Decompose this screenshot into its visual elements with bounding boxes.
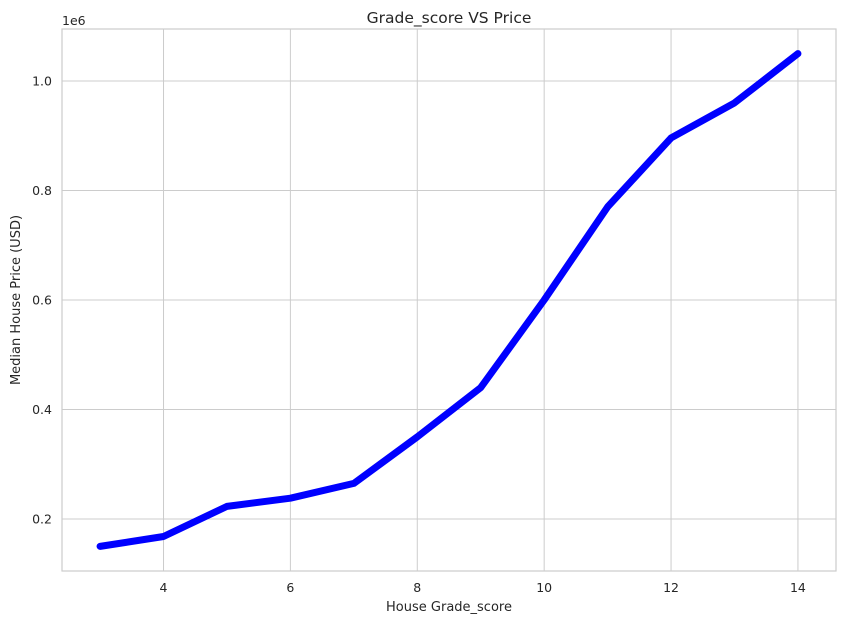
x-axis-label: House Grade_score	[386, 600, 512, 615]
series-layer	[96, 50, 802, 550]
x-tick-label: 6	[286, 580, 294, 595]
x-tick-label: 10	[536, 580, 552, 595]
grid	[62, 29, 836, 571]
y-tick-label: 0.2	[32, 511, 52, 526]
y-tick-label: 0.8	[32, 183, 52, 198]
x-tick-label: 4	[160, 580, 168, 595]
x-tick-label: 14	[790, 580, 806, 595]
y-tick-label: 1.0	[32, 74, 52, 89]
y-axis-label: Median House Price (USD)	[9, 215, 24, 385]
y-offset-label: 1e6	[62, 13, 86, 28]
chart-title: Grade_score VS Price	[367, 9, 532, 28]
y-tick-label: 0.6	[32, 293, 52, 308]
x-tick-label: 12	[663, 580, 679, 595]
plot-frame	[61, 28, 837, 572]
series-line	[96, 50, 802, 550]
tick-labels: 4 6 8 10 12 14 0.2 0.4 0.6 0.8 1.0	[32, 74, 806, 595]
y-tick-label: 0.4	[32, 402, 52, 417]
x-tick-label: 8	[413, 580, 421, 595]
